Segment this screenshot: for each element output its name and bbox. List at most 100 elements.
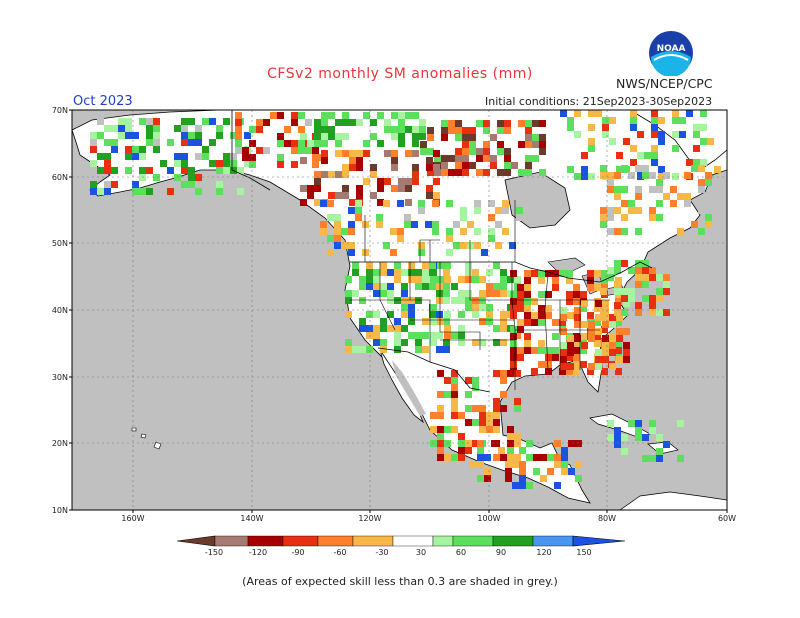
anomaly-cell xyxy=(609,335,616,342)
anomaly-cell xyxy=(455,169,462,176)
graticule xyxy=(72,110,727,510)
anomaly-cell xyxy=(104,153,111,160)
anomaly-cell xyxy=(195,174,202,181)
anomaly-cell xyxy=(472,440,479,447)
anomaly-cell xyxy=(345,339,352,346)
anomaly-cell xyxy=(479,405,486,412)
anomaly-cell xyxy=(574,307,581,314)
anomaly-cell xyxy=(594,284,601,291)
anomaly-cell xyxy=(373,311,380,318)
anomaly-cell xyxy=(352,346,359,353)
anomaly-cell xyxy=(412,171,419,178)
anomaly-cell xyxy=(658,173,665,180)
anomaly-cell xyxy=(415,339,422,346)
anomaly-cell xyxy=(380,269,387,276)
anomaly-cell xyxy=(426,185,433,192)
anomaly-cell xyxy=(651,159,658,166)
anomaly-cell xyxy=(132,146,139,153)
anomaly-cell xyxy=(430,440,437,447)
anomaly-cell xyxy=(602,131,609,138)
anomaly-cell xyxy=(498,447,505,454)
anomaly-cell xyxy=(394,339,401,346)
anomaly-cell xyxy=(484,468,491,475)
anomaly-cell xyxy=(277,112,284,119)
anomaly-cell xyxy=(321,133,328,140)
anomaly-cell xyxy=(397,235,404,242)
anomaly-cell xyxy=(519,461,526,468)
anomaly-cell xyxy=(458,276,465,283)
us-mexico-border xyxy=(377,347,491,393)
anomaly-cell xyxy=(560,307,567,314)
anomaly-cell xyxy=(451,426,458,433)
anomaly-cell xyxy=(601,284,608,291)
anomaly-cell xyxy=(394,325,401,332)
anomaly-cell xyxy=(602,321,609,328)
anomaly-cell xyxy=(426,157,433,164)
anomaly-cell xyxy=(153,146,160,153)
anomaly-cell xyxy=(434,169,441,176)
anomaly-cell xyxy=(574,131,581,138)
anomaly-cell xyxy=(637,173,644,180)
anomaly-cell xyxy=(479,297,486,304)
anomaly-cell xyxy=(649,455,656,462)
anomaly-cell xyxy=(188,167,195,174)
anomaly-cell xyxy=(327,200,334,207)
anomaly-cell xyxy=(342,150,349,157)
anomaly-cell xyxy=(507,440,514,447)
anomaly-cell xyxy=(394,318,401,325)
anomaly-cell xyxy=(698,179,705,186)
anomaly-cell xyxy=(335,171,342,178)
anomaly-cell xyxy=(539,141,546,148)
anomaly-cell xyxy=(651,124,658,131)
anomaly-cell xyxy=(573,361,580,368)
anomaly-cell xyxy=(552,319,559,326)
anomaly-cell xyxy=(451,297,458,304)
anomaly-cell xyxy=(672,173,679,180)
anomaly-cell xyxy=(539,134,546,141)
anomaly-cell xyxy=(216,188,223,195)
anomaly-cell xyxy=(545,312,552,319)
anomaly-cell xyxy=(559,368,566,375)
anomaly-cell xyxy=(444,332,451,339)
anomaly-cell xyxy=(125,132,132,139)
anomaly-cell xyxy=(437,262,444,269)
anomaly-cell xyxy=(345,346,352,353)
anomaly-cell xyxy=(502,207,509,214)
anomaly-cell xyxy=(465,440,472,447)
anomaly-cell xyxy=(202,146,209,153)
south-america-edge xyxy=(619,491,727,510)
anomaly-cell xyxy=(458,325,465,332)
anomaly-cell xyxy=(531,298,538,305)
anomaly-cell xyxy=(601,277,608,284)
anomaly-cell xyxy=(588,124,595,131)
anomaly-cell xyxy=(230,132,237,139)
anomaly-cell xyxy=(209,139,216,146)
anomaly-cell xyxy=(415,346,422,353)
anomaly-cell xyxy=(443,318,450,325)
anomaly-cell xyxy=(436,311,443,318)
anomaly-cell xyxy=(635,193,642,200)
colorbar-segment xyxy=(392,535,434,547)
anomaly-cell xyxy=(484,475,491,482)
anomaly-cell xyxy=(125,153,132,160)
anomaly-cell xyxy=(437,405,444,412)
anomaly-cell xyxy=(642,260,649,267)
anomaly-cell xyxy=(90,132,97,139)
anomaly-cell xyxy=(651,131,658,138)
anomaly-cell xyxy=(328,192,335,199)
anomaly-cell xyxy=(524,270,531,277)
anomaly-cell xyxy=(705,172,712,179)
anomaly-cell xyxy=(516,214,523,221)
anomaly-cell xyxy=(380,325,387,332)
anomaly-cell xyxy=(181,181,188,188)
anomaly-cell xyxy=(559,270,566,277)
anomaly-cell xyxy=(552,284,559,291)
anomaly-cell xyxy=(451,283,458,290)
anomaly-cell xyxy=(355,207,362,214)
anomaly-cell xyxy=(237,188,244,195)
anomaly-cell xyxy=(465,304,472,311)
anomaly-cell xyxy=(623,342,630,349)
anomaly-cell xyxy=(623,328,630,335)
anomaly-cell xyxy=(531,270,538,277)
anomaly-cell xyxy=(451,454,458,461)
